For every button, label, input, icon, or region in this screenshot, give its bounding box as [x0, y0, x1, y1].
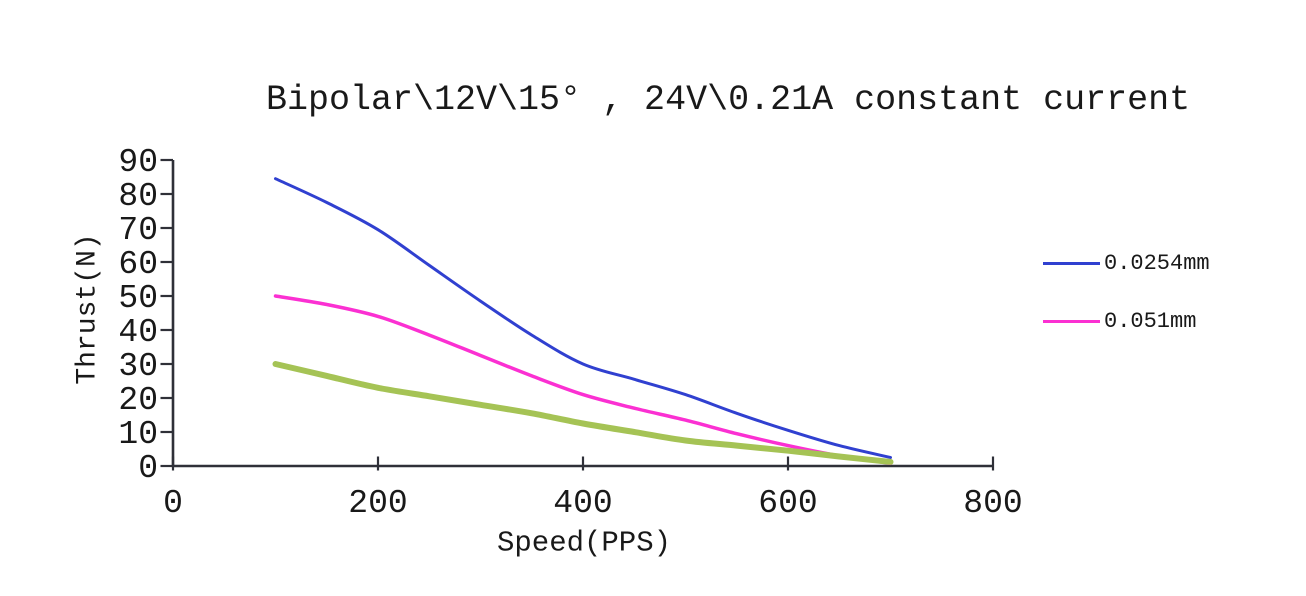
- axis-ticks: [160, 158, 995, 471]
- y-tick-label: 30: [118, 348, 158, 385]
- series-line-unlabeled-2: [272, 361, 894, 465]
- legend: 0.0254mm 0.051mm: [1043, 250, 1210, 334]
- x-tick-label: 400: [553, 485, 612, 522]
- x-tick-label: 800: [963, 485, 1022, 522]
- legend-line-swatch-pink: [1043, 319, 1100, 323]
- series-line-0.0254mm: [274, 177, 892, 459]
- axes: [171, 160, 993, 468]
- y-tick-label: 50: [118, 280, 158, 317]
- y-axis-title: Thrust(N): [72, 233, 104, 385]
- x-tick-label: 0: [163, 485, 183, 522]
- y-tick-label: 20: [118, 382, 158, 419]
- y-tick-label: 10: [118, 416, 158, 453]
- y-tick-label: 90: [118, 144, 158, 181]
- y-tick-label: 40: [118, 314, 158, 351]
- y-tick-label: 70: [118, 212, 158, 249]
- legend-item-0254: 0.0254mm: [1043, 250, 1210, 276]
- series-line-0.051mm: [273, 294, 893, 466]
- legend-line-swatch-blue: [1043, 261, 1100, 265]
- legend-label: 0.0254mm: [1104, 250, 1210, 276]
- x-tick-label: 200: [348, 485, 407, 522]
- y-tick-label: 60: [118, 246, 158, 283]
- x-tick-label: 600: [758, 485, 817, 522]
- legend-item-051: 0.051mm: [1043, 308, 1210, 334]
- y-tick-label: 0: [138, 450, 158, 487]
- legend-label: 0.051mm: [1104, 308, 1197, 334]
- y-tick-label: 80: [118, 178, 158, 215]
- chart-title: Bipolar\12V\15° , 24V\0.21A constant cur…: [266, 80, 1191, 120]
- x-axis-title: Speed(PPS): [496, 526, 672, 560]
